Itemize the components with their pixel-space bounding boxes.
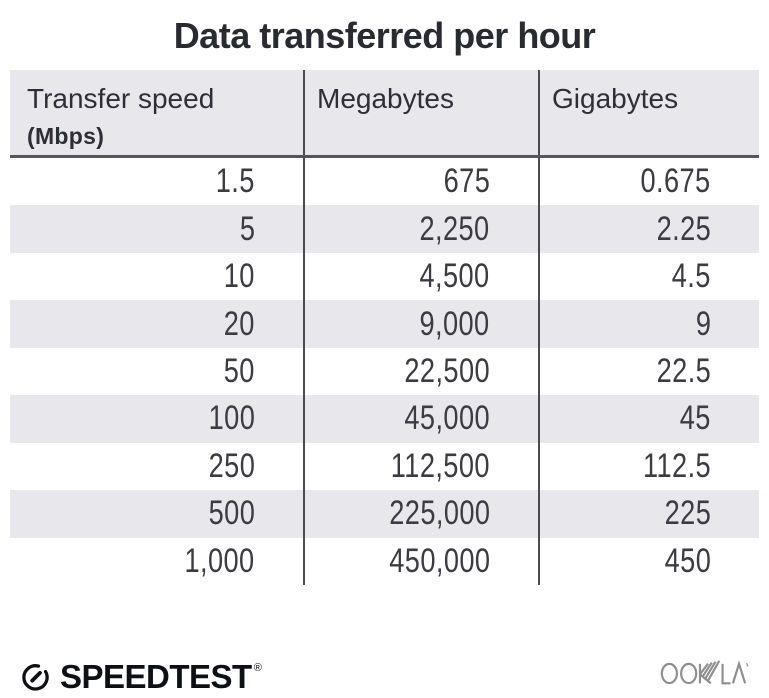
table-row: 100 45,000 45 — [10, 395, 759, 443]
cell-gigabytes: 0.675 — [538, 158, 759, 206]
cell-value: 225,000 — [388, 494, 490, 533]
cell-value: 450,000 — [388, 541, 490, 580]
table-row: 20 9,000 9 — [10, 300, 759, 348]
cell-value: 4,500 — [419, 257, 490, 296]
cell-megabytes: 450,000 — [303, 537, 538, 585]
cell-value: 22,500 — [404, 351, 490, 390]
cell-value: 0.675 — [640, 162, 711, 201]
cell-value: 45 — [679, 399, 711, 438]
cell-gigabytes: 2.25 — [538, 205, 759, 253]
cell-megabytes: 225,000 — [303, 490, 538, 538]
cell-transfer-speed: 5 — [10, 205, 303, 252]
cell-megabytes: 112,500 — [303, 442, 538, 491]
cell-transfer-speed: 20 — [10, 300, 303, 347]
table-body: 1.5 675 0.675 5 2,250 2.25 10 4,500 4.5 … — [10, 158, 759, 585]
cell-gigabytes: 112.5 — [538, 442, 759, 491]
table-row: 500 225,000 225 — [10, 490, 759, 538]
cell-megabytes: 9,000 — [303, 300, 538, 348]
cell-value: 10 — [223, 257, 255, 296]
cell-gigabytes: 45 — [538, 395, 759, 443]
cell-gigabytes: 225 — [538, 490, 759, 538]
cell-gigabytes: 22.5 — [538, 347, 759, 396]
column-header-transfer-speed-label: Transfer speed — [27, 83, 215, 114]
speedtest-wordmark: SPEEDTEST — [60, 658, 252, 695]
cell-megabytes: 675 — [303, 158, 538, 206]
table-row: 1,000 450,000 450 — [10, 537, 759, 585]
table-row: 1.5 675 0.675 — [10, 158, 759, 206]
data-table: Transfer speed (Mbps) Megabytes Gigabyte… — [10, 70, 759, 585]
cell-transfer-speed: 100 — [10, 395, 303, 442]
cell-transfer-speed: 500 — [10, 490, 303, 537]
table-row: 50 22,500 22.5 — [10, 347, 759, 396]
cell-megabytes: 4,500 — [303, 252, 538, 301]
cell-value: 5 — [239, 209, 255, 248]
speedtest-logo: SPEEDTEST ® — [20, 658, 262, 695]
cell-value: 500 — [208, 494, 255, 533]
cell-megabytes: 45,000 — [303, 395, 538, 443]
cell-megabytes: 2,250 — [303, 205, 538, 253]
cell-value: 112.5 — [642, 446, 711, 485]
table-row: 250 112,500 112.5 — [10, 442, 759, 491]
column-header-transfer-speed-unit: (Mbps) — [27, 122, 105, 149]
cell-value: 450 — [664, 541, 711, 580]
column-header-transfer-speed: Transfer speed (Mbps) — [10, 70, 303, 155]
ookla-wordmark-icon — [660, 657, 755, 689]
cell-value: 2,250 — [419, 209, 490, 248]
cell-value: 9 — [695, 304, 711, 343]
ookla-logo — [660, 657, 755, 689]
cell-value: 112,500 — [390, 446, 490, 485]
cell-megabytes: 22,500 — [303, 347, 538, 396]
cell-value: 675 — [443, 162, 490, 201]
cell-gigabytes: 4.5 — [538, 252, 759, 301]
column-header-gigabytes: Gigabytes — [538, 70, 759, 155]
cell-value: 100 — [208, 399, 255, 438]
cell-value: 20 — [223, 304, 255, 343]
table-row: 10 4,500 4.5 — [10, 252, 759, 301]
speedtest-gauge-icon — [20, 661, 51, 692]
cell-transfer-speed: 10 — [10, 253, 303, 300]
cell-value: 1.5 — [215, 162, 255, 201]
cell-value: 2.25 — [656, 209, 711, 248]
column-header-megabytes: Megabytes — [303, 70, 538, 155]
registered-trademark-symbol: ® — [253, 662, 262, 674]
cell-value: 22.5 — [656, 351, 711, 390]
cell-value: 50 — [223, 351, 255, 390]
cell-value: 250 — [208, 446, 255, 485]
cell-value: 45,000 — [404, 399, 490, 438]
cell-gigabytes: 9 — [538, 300, 759, 348]
cell-gigabytes: 450 — [538, 537, 759, 585]
cell-value: 9,000 — [419, 304, 490, 343]
table-row: 5 2,250 2.25 — [10, 205, 759, 253]
cell-value: 4.5 — [671, 257, 711, 296]
cell-value: 1,000 — [184, 541, 255, 580]
page-title: Data transferred per hour — [173, 15, 596, 56]
cell-value: 225 — [664, 494, 711, 533]
cell-transfer-speed: 1.5 — [10, 158, 303, 205]
cell-transfer-speed: 1,000 — [10, 538, 303, 585]
cell-transfer-speed: 50 — [10, 348, 303, 395]
table-header-row: Transfer speed (Mbps) Megabytes Gigabyte… — [10, 70, 759, 158]
cell-transfer-speed: 250 — [10, 443, 303, 490]
